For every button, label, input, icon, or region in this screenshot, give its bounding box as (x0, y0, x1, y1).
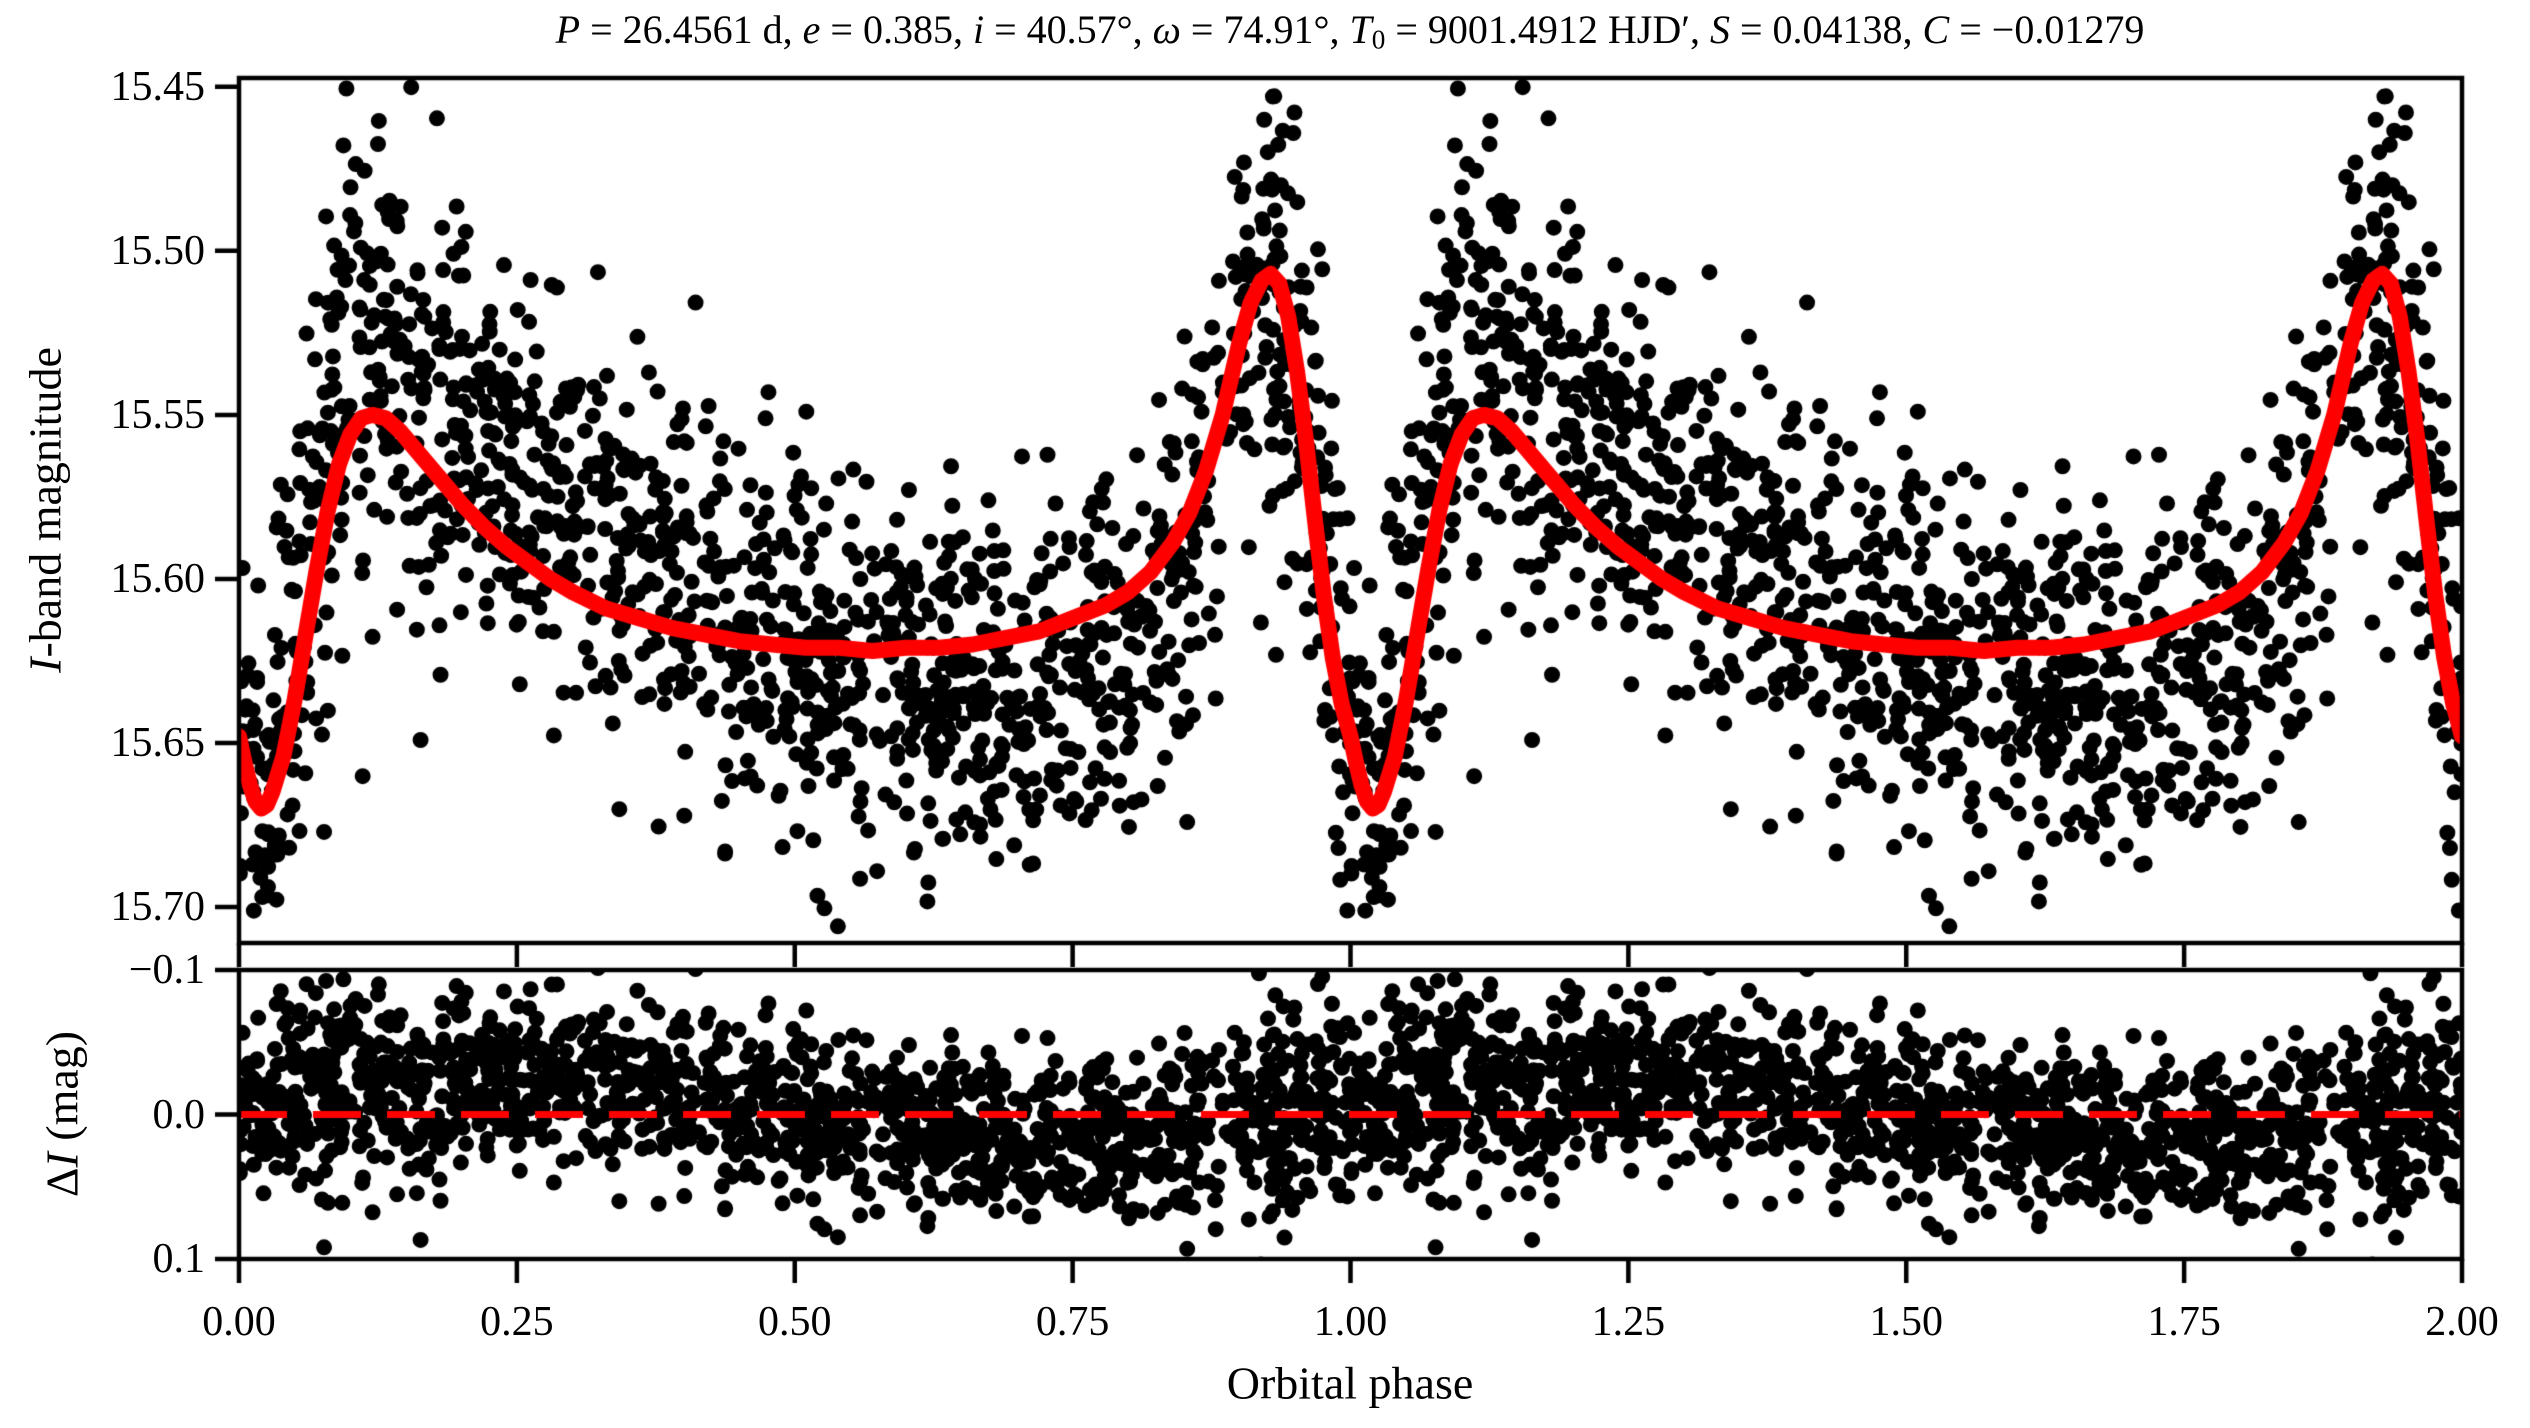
x-tick-label: 1.25 (1591, 1299, 1666, 1345)
y-axis-label-residual: ΔI (mag) (36, 1030, 88, 1198)
y-tick-label-magnitude: 15.55 (110, 391, 206, 438)
y-tick-label-magnitude: 15.60 (110, 555, 206, 602)
y-tick-label-magnitude: 15.45 (110, 63, 206, 110)
x-tick-label: 0.50 (758, 1299, 832, 1345)
y-tick-label-residual: −0.1 (128, 947, 205, 993)
x-tick-label: 0.75 (1035, 1299, 1110, 1345)
x-tick-label: 0.00 (202, 1299, 276, 1345)
x-axis-label: Orbital phase (1226, 1357, 1474, 1409)
x-tick-label: 1.75 (2147, 1299, 2221, 1345)
chart-title: P = 26.4561 d, e = 0.385, i = 40.57°, ω … (555, 7, 2145, 55)
y-axis-label-magnitude: I-band magnitude (19, 347, 71, 673)
x-tick-label: 0.25 (480, 1299, 554, 1345)
x-tick-label: 1.50 (1869, 1299, 1944, 1345)
y-tick-label-residual: 0.1 (152, 1236, 206, 1282)
y-tick-label-magnitude: 15.65 (110, 719, 206, 766)
y-tick-label-residual: 0.0 (152, 1091, 206, 1138)
y-tick-label-magnitude: 15.70 (110, 883, 206, 930)
x-tick-label: 1.00 (1313, 1299, 1388, 1345)
y-tick-label-magnitude: 15.50 (110, 227, 206, 274)
x-tick-label: 2.00 (2425, 1299, 2499, 1345)
